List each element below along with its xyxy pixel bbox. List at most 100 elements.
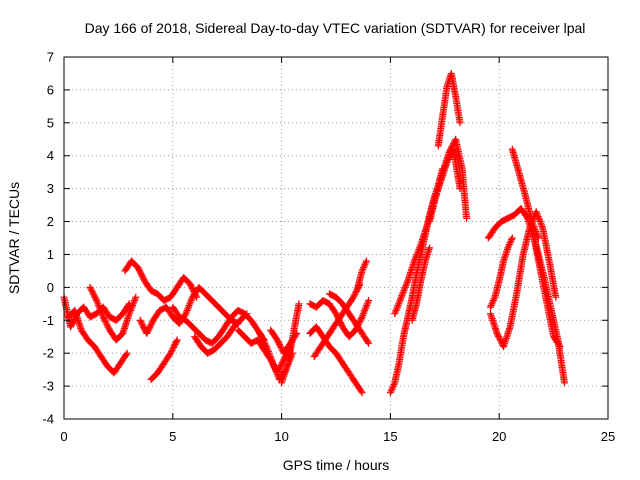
data-point-run <box>508 145 522 174</box>
series-arc-6 <box>147 336 181 383</box>
data-point-run <box>452 93 464 127</box>
data-point-run <box>506 292 520 331</box>
data-point-run <box>217 334 230 347</box>
data-point-run <box>400 315 411 341</box>
axis-ticks <box>63 56 609 420</box>
series-arc-3 <box>86 283 140 344</box>
data-point-run <box>84 336 97 349</box>
data-point-run <box>128 257 141 270</box>
data-point-run <box>143 318 156 337</box>
data-point-run <box>413 278 425 308</box>
data-point-run <box>500 325 513 351</box>
data-point-run <box>317 334 330 351</box>
data-point-run <box>149 308 163 324</box>
x-tick-label: 15 <box>383 429 397 444</box>
data-point-run <box>125 293 140 318</box>
data-point-run <box>234 306 247 317</box>
data-point-run <box>326 343 339 356</box>
series-arc-22 <box>408 244 434 324</box>
data-point-run <box>386 380 398 397</box>
data-point-run <box>117 349 131 367</box>
data-point-run <box>404 295 416 321</box>
data-point-run <box>330 314 343 331</box>
data-point-run <box>491 219 504 232</box>
x-axis-label: GPS time / hours <box>283 457 390 473</box>
data-point-run <box>112 311 126 324</box>
data-point-run <box>519 226 533 258</box>
data-point-run <box>395 335 407 367</box>
data-point-run <box>432 170 446 199</box>
data-point-run <box>345 369 359 385</box>
series-arc-16 <box>326 290 373 347</box>
y-tick-label: 1 <box>47 247 54 262</box>
data-point-run <box>515 168 529 198</box>
data-point-run <box>112 331 126 344</box>
data-point-run <box>417 259 429 285</box>
data-point-run <box>86 283 100 303</box>
data-point-run <box>208 334 221 347</box>
data-point-run <box>408 302 420 324</box>
data-point-run <box>91 343 104 359</box>
series-arc-2 <box>64 306 131 377</box>
y-tick-label: 3 <box>47 181 54 196</box>
x-tick-label: 20 <box>492 429 506 444</box>
data-point-run <box>391 361 403 387</box>
y-tick-label: -2 <box>42 346 54 361</box>
series-arc-26 <box>528 224 568 387</box>
x-tick-label: 0 <box>60 429 67 444</box>
data-point-run <box>77 326 91 343</box>
y-tick-label: 4 <box>47 148 54 163</box>
data-point-run <box>391 295 405 318</box>
data-point-run <box>310 344 324 360</box>
data-point-run <box>421 244 434 265</box>
data-point-run <box>426 193 440 225</box>
data-point-run <box>354 269 366 291</box>
data-point-run <box>404 259 418 285</box>
series-arc-21 <box>434 70 464 150</box>
data-point-run <box>326 300 339 316</box>
data-point-run <box>160 351 174 367</box>
data-point-run <box>397 278 411 301</box>
data-point-run <box>119 300 133 318</box>
data-point-run <box>182 295 196 318</box>
data-point-run <box>487 310 500 336</box>
x-tick-label: 10 <box>274 429 288 444</box>
data-point-run <box>528 224 542 257</box>
data-point-run <box>410 242 424 265</box>
series-arc-15 <box>310 280 364 360</box>
data-point-run <box>417 223 431 249</box>
y-tick-label: -3 <box>42 379 54 394</box>
data-point-run <box>339 359 352 375</box>
y-tick-label: 5 <box>47 115 54 130</box>
data-point-run <box>147 370 160 383</box>
y-tick-label: 6 <box>47 82 54 97</box>
data-point-run <box>262 343 276 365</box>
data-point-run <box>439 150 453 176</box>
data-point-run <box>345 327 358 341</box>
data-point-run <box>487 295 498 311</box>
data-point-run <box>545 257 560 301</box>
series-arc-17 <box>354 257 370 291</box>
data-point-run <box>254 336 267 352</box>
series-arc-19 <box>391 145 464 318</box>
data-point-run <box>539 224 553 263</box>
series-arc-13 <box>306 323 366 397</box>
data-point-run <box>352 379 366 397</box>
data-point-run <box>97 353 111 369</box>
data-point-run <box>195 329 208 343</box>
data-point-run <box>247 316 261 333</box>
data-point-run <box>141 277 154 293</box>
series-arc-11 <box>267 326 301 357</box>
data-point-run <box>534 251 548 283</box>
data-point-run <box>110 361 124 377</box>
data-point-run <box>191 333 204 349</box>
chart-title: Day 166 of 2018, Sidereal Day-to-day VTE… <box>85 20 586 36</box>
data-point-run <box>188 323 202 336</box>
data-point-run <box>458 165 471 222</box>
data-point-run <box>291 300 303 331</box>
data-point-run <box>119 311 133 337</box>
data-point-run <box>210 340 224 354</box>
data-point-run <box>167 336 181 357</box>
data-point-run <box>495 259 507 285</box>
